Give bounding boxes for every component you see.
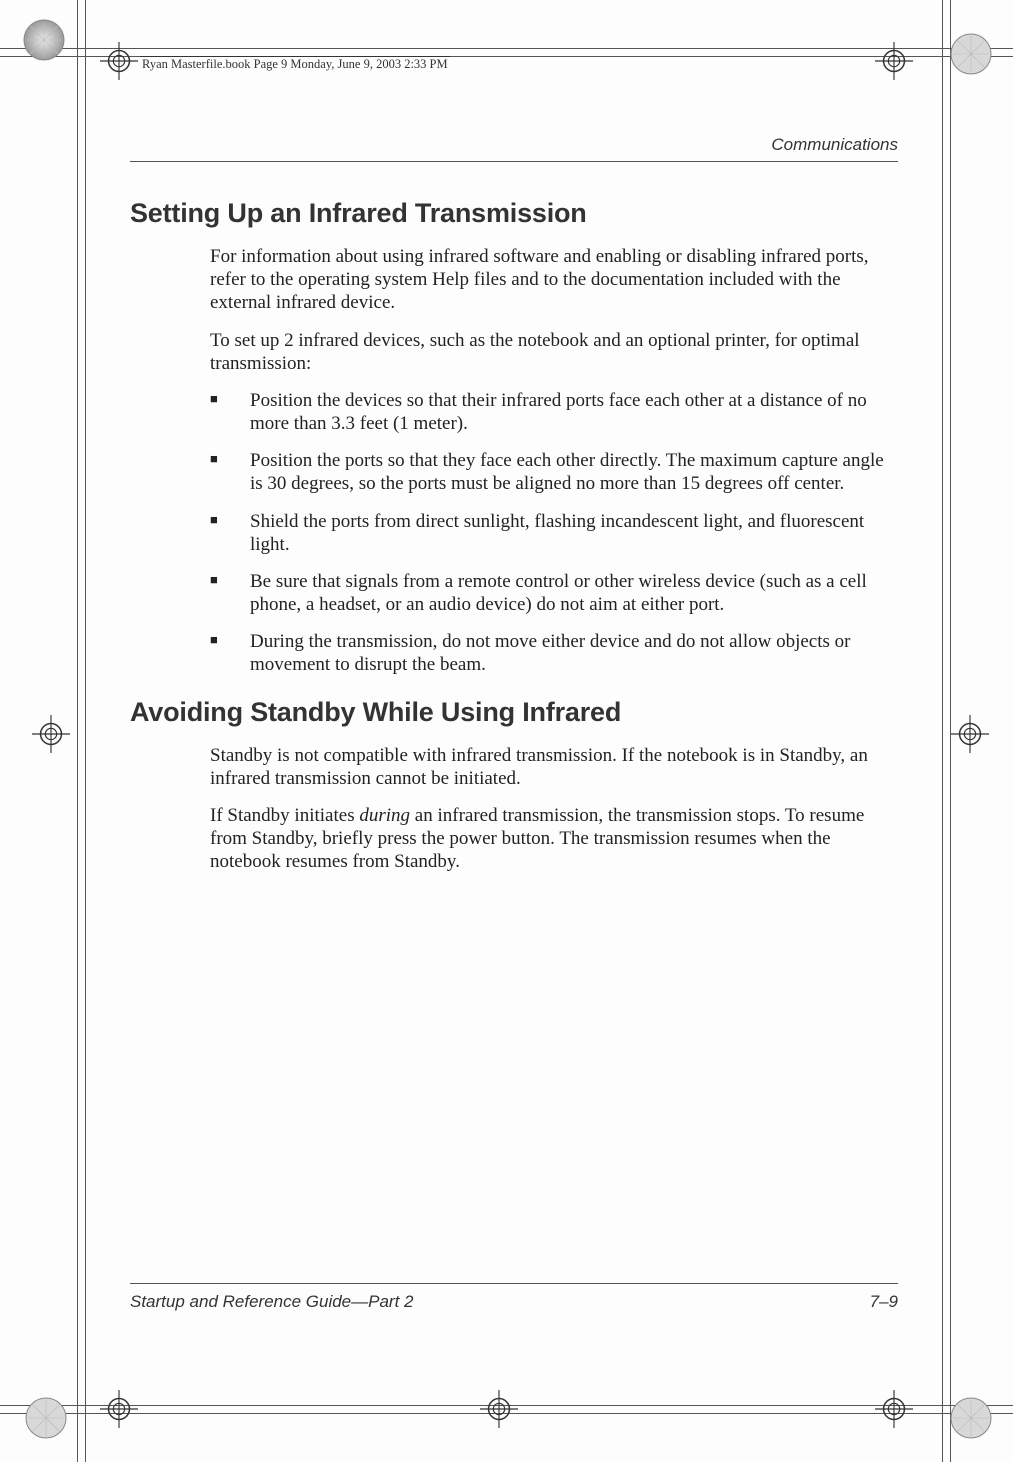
registration-mark-icon bbox=[875, 1390, 913, 1428]
paragraph: To set up 2 infrared devices, such as th… bbox=[210, 329, 898, 375]
list-item: Shield the ports from direct sunlight, f… bbox=[210, 510, 898, 556]
section-heading-1: Setting Up an Infrared Transmission bbox=[130, 198, 898, 229]
paragraph: Standby is not compatible with infrared … bbox=[210, 744, 898, 790]
section-1-body: For information about using infrared sof… bbox=[210, 245, 898, 677]
bullet-list: Position the devices so that their infra… bbox=[210, 389, 898, 677]
registration-mark-icon bbox=[32, 715, 70, 753]
footer-right: 7–9 bbox=[870, 1292, 898, 1312]
list-item: Be sure that signals from a remote contr… bbox=[210, 570, 898, 616]
registration-mark-icon bbox=[951, 715, 989, 753]
printer-mark-icon bbox=[22, 18, 66, 62]
section-heading-2: Avoiding Standby While Using Infrared bbox=[130, 697, 898, 728]
registration-mark-icon bbox=[480, 1390, 518, 1428]
printer-mark-icon bbox=[949, 1396, 993, 1440]
registration-mark-icon bbox=[100, 42, 138, 80]
printer-mark-icon bbox=[949, 32, 993, 76]
footer-rule bbox=[130, 1283, 898, 1284]
registration-mark-icon bbox=[100, 1390, 138, 1428]
page-footer: Startup and Reference Guide—Part 2 7–9 bbox=[130, 1292, 898, 1312]
footer-left: Startup and Reference Guide—Part 2 bbox=[130, 1292, 414, 1312]
trim-line-left bbox=[77, 0, 86, 1462]
list-item: Position the ports so that they face eac… bbox=[210, 449, 898, 495]
page-content: Communications Setting Up an Infrared Tr… bbox=[130, 135, 898, 1312]
section-2-body: Standby is not compatible with infrared … bbox=[210, 744, 898, 874]
header-label: Ryan Masterfile.book Page 9 Monday, June… bbox=[140, 56, 450, 72]
registration-mark-icon bbox=[875, 42, 913, 80]
trim-line-right bbox=[942, 0, 951, 1462]
paragraph: For information about using infrared sof… bbox=[210, 245, 898, 315]
running-head: Communications bbox=[130, 135, 898, 162]
italic-text: during bbox=[359, 805, 410, 826]
text-run: If Standby initiates bbox=[210, 805, 359, 826]
printer-mark-icon bbox=[24, 1396, 68, 1440]
paragraph: If Standby initiates during an infrared … bbox=[210, 804, 898, 874]
list-item: During the transmission, do not move eit… bbox=[210, 630, 898, 676]
list-item: Position the devices so that their infra… bbox=[210, 389, 898, 435]
